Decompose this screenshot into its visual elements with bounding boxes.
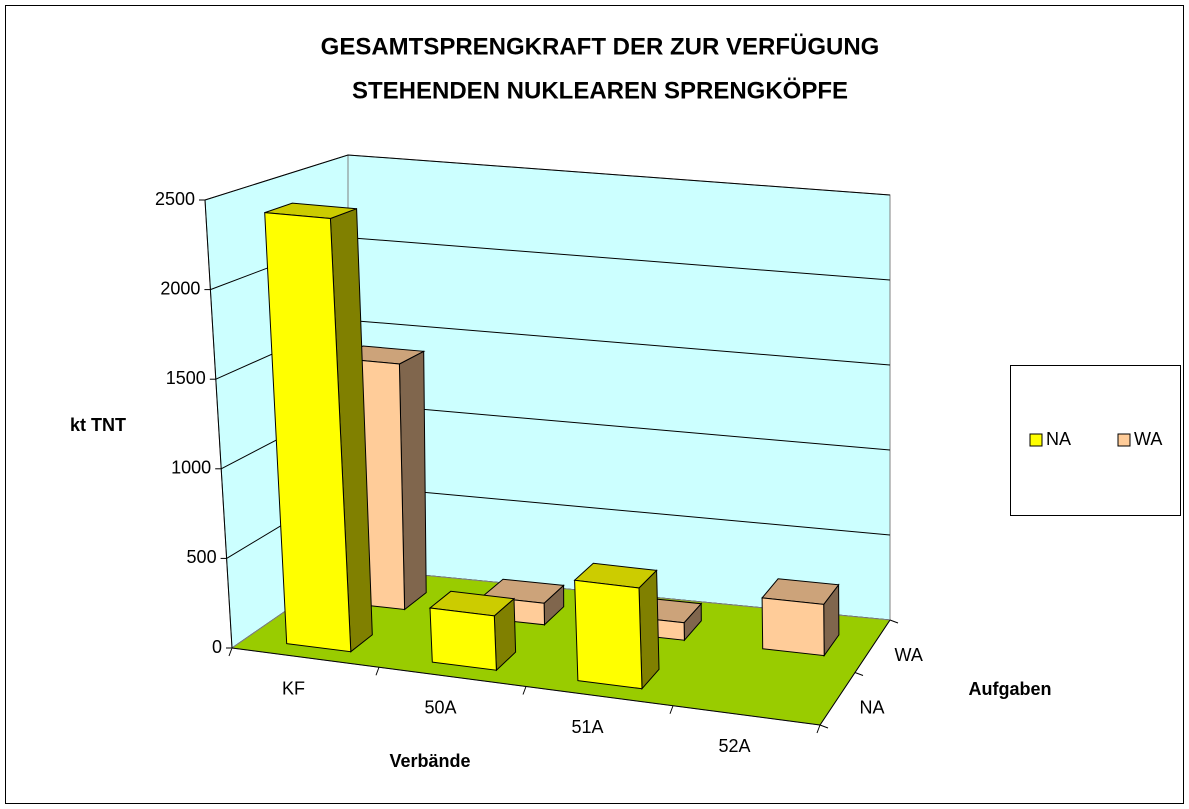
chart-title: STEHENDEN NUKLEAREN SPRENGKÖPFE <box>352 77 848 104</box>
x-tick-label: KF <box>282 678 305 698</box>
legend-swatch <box>1029 433 1043 447</box>
legend-label: NA <box>1046 429 1071 449</box>
legend-swatch <box>1117 433 1131 447</box>
x-tick <box>669 705 674 714</box>
y-axis-label: kt TNT <box>70 415 126 435</box>
y-tick-label: 2500 <box>155 189 195 209</box>
z-tick-label: NA <box>860 698 885 718</box>
x-tick-label: 50A <box>424 698 456 718</box>
bar-front <box>264 212 352 653</box>
x-tick-label: 52A <box>718 736 750 756</box>
legend-label: WA <box>1134 429 1162 449</box>
back-wall <box>347 154 891 621</box>
y-tick-label: 2000 <box>160 278 200 298</box>
x-axis-label: Verbände <box>389 751 470 771</box>
bar-side <box>638 569 660 690</box>
y-tick-label: 1000 <box>171 458 211 478</box>
y-axis <box>204 199 233 649</box>
bar-front <box>574 579 643 690</box>
z-tick <box>854 672 864 676</box>
bar-front <box>429 607 497 671</box>
z-tick <box>889 619 899 624</box>
plot-area: 0 500 1000 1500 2000 2500 KF 50A 51A 52A NA WA <box>155 154 923 756</box>
bar <box>264 202 373 653</box>
legend: NA WA <box>1029 429 1162 449</box>
bar <box>428 590 517 672</box>
x-tick <box>522 686 527 695</box>
z-axis-label: Aufgaben <box>969 679 1052 699</box>
x-tick <box>228 647 233 657</box>
z-tick <box>819 724 829 729</box>
bar-front <box>761 597 825 657</box>
x-tick-label: 51A <box>571 717 603 737</box>
x-tick <box>816 724 821 734</box>
chart-title: GESAMTSPRENGKRAFT DER ZUR VERFÜGUNG <box>321 33 880 60</box>
bar <box>761 578 840 658</box>
y-tick-label: 500 <box>187 547 217 567</box>
y-tick-label: 1500 <box>166 368 206 388</box>
x-tick <box>375 667 380 676</box>
grid-line <box>204 154 891 201</box>
y-tick-label: 0 <box>212 637 222 657</box>
z-tick-label: WA <box>895 645 923 665</box>
bar <box>573 562 660 690</box>
